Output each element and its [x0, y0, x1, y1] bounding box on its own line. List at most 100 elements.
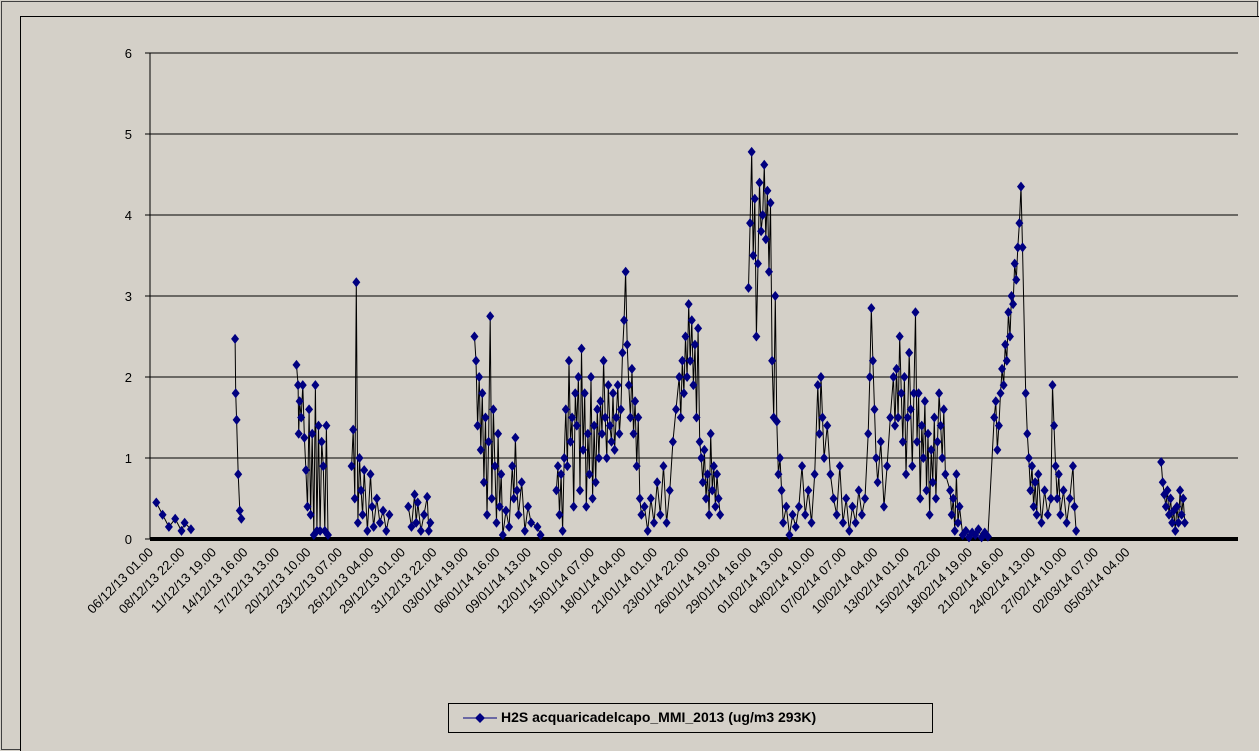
data-point: [626, 412, 635, 423]
data-point: [601, 412, 610, 423]
data-point: [1009, 299, 1018, 310]
data-point: [610, 444, 619, 455]
data-point: [848, 501, 857, 512]
data-point: [632, 461, 641, 472]
data-point: [311, 380, 320, 391]
data-point: [820, 453, 829, 463]
data-point: [998, 363, 1007, 374]
data-point: [527, 517, 536, 528]
data-point: [886, 412, 895, 423]
data-point: [580, 388, 589, 399]
data-point: [909, 388, 918, 399]
data-point: [791, 521, 800, 532]
data-point: [683, 372, 692, 382]
data-point: [695, 436, 704, 447]
data-point: [914, 388, 923, 399]
data-point: [358, 509, 367, 520]
data-point: [1001, 339, 1010, 350]
data-point: [536, 529, 545, 540]
data-point: [353, 517, 362, 528]
data-point: [495, 501, 504, 512]
data-point: [788, 509, 797, 520]
data-point: [575, 485, 584, 496]
data-point: [930, 412, 939, 423]
data-point: [774, 469, 783, 480]
data-point: [903, 412, 912, 423]
data-point: [653, 477, 662, 488]
data-point: [1016, 181, 1025, 192]
data-point: [366, 469, 375, 480]
data-point: [1026, 485, 1035, 496]
data-point: [823, 420, 832, 431]
data-point: [561, 404, 570, 415]
data-point: [476, 444, 485, 455]
data-point: [553, 461, 562, 472]
data-point: [316, 525, 325, 536]
data-point: [298, 380, 307, 391]
data-point: [1070, 501, 1079, 512]
data-point: [308, 428, 317, 439]
data-point: [574, 372, 583, 382]
data-point: [865, 372, 874, 382]
data-point: [569, 501, 578, 512]
data-point: [744, 282, 753, 293]
data-point: [486, 311, 495, 322]
data-point: [749, 250, 758, 261]
data-point: [555, 509, 564, 520]
data-point: [917, 420, 926, 431]
data-point: [764, 266, 773, 277]
data-point: [517, 477, 526, 488]
data-point: [922, 485, 931, 496]
data-point: [983, 531, 992, 542]
data-point: [746, 218, 755, 229]
data-point: [1051, 461, 1060, 472]
data-point: [593, 404, 602, 415]
data-point: [908, 461, 917, 472]
data-point: [804, 485, 813, 496]
y-tick-label: 5: [125, 127, 132, 142]
data-point: [1171, 525, 1180, 536]
data-point: [560, 453, 569, 463]
data-point: [713, 469, 721, 480]
data-point: [646, 493, 655, 504]
data-point: [938, 453, 947, 463]
data-point: [676, 412, 685, 423]
data-point: [931, 493, 940, 504]
data-point: [355, 453, 364, 463]
data-point: [705, 509, 714, 520]
data-point: [692, 412, 701, 423]
data-point: [571, 388, 580, 399]
data-point: [818, 412, 827, 423]
data-point: [350, 493, 359, 504]
data-point: [385, 509, 394, 520]
data-point: [700, 444, 709, 455]
data-point: [607, 436, 616, 447]
data-point: [231, 388, 240, 399]
grid-lines: [150, 52, 1238, 459]
data-point: [1163, 485, 1172, 496]
data-point: [360, 465, 369, 476]
data-point: [585, 469, 594, 480]
data-point: [478, 388, 487, 399]
data-point: [232, 414, 241, 425]
data-point: [508, 461, 517, 472]
data-point: [423, 491, 432, 502]
data-point: [955, 501, 964, 512]
data-point: [368, 501, 377, 512]
data-point: [566, 436, 575, 447]
data-point: [1179, 493, 1188, 504]
data-point: [1048, 380, 1057, 391]
data-point: [794, 501, 803, 512]
data-point: [935, 388, 944, 399]
data-point: [416, 525, 425, 536]
data-point: [292, 359, 301, 370]
data-point: [1054, 469, 1063, 480]
data-point: [868, 355, 877, 366]
data-point: [839, 517, 847, 528]
data-point: [779, 517, 788, 528]
data-point: [563, 461, 572, 472]
data-point: [640, 501, 649, 512]
data-point: [158, 509, 167, 520]
data-point: [1168, 517, 1177, 528]
data-point: [1059, 485, 1068, 496]
